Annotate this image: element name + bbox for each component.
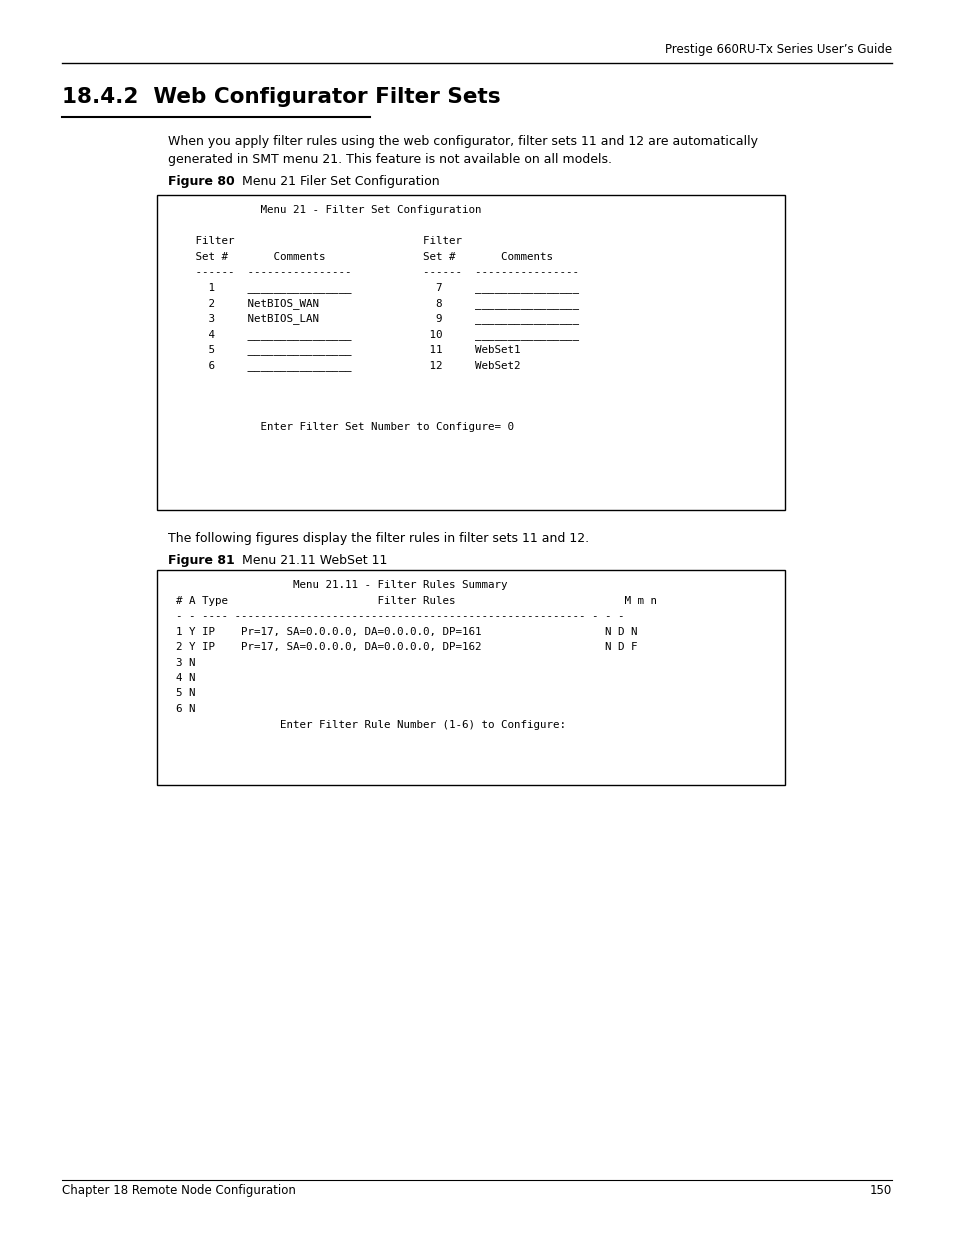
Text: 4     ________________            10     ________________: 4 ________________ 10 ________________ xyxy=(163,329,578,340)
Text: 5 N: 5 N xyxy=(163,688,195,699)
Text: Menu 21 - Filter Set Configuration: Menu 21 - Filter Set Configuration xyxy=(163,205,481,215)
FancyBboxPatch shape xyxy=(157,571,784,785)
Text: The following figures display the filter rules in filter sets 11 and 12.: The following figures display the filter… xyxy=(168,532,589,545)
Text: 3 N: 3 N xyxy=(163,657,195,667)
Text: 3     NetBIOS_LAN                  9     ________________: 3 NetBIOS_LAN 9 ________________ xyxy=(163,314,578,325)
Text: Menu 21.11 WebSet 11: Menu 21.11 WebSet 11 xyxy=(230,555,387,567)
Text: When you apply filter rules using the web configurator, filter sets 11 and 12 ar: When you apply filter rules using the we… xyxy=(168,135,758,148)
Text: 4 N: 4 N xyxy=(163,673,195,683)
Text: 18.4.2  Web Configurator Filter Sets: 18.4.2 Web Configurator Filter Sets xyxy=(62,86,500,107)
Text: 6     ________________            12     WebSet2: 6 ________________ 12 WebSet2 xyxy=(163,359,520,370)
Text: Filter                             Filter: Filter Filter xyxy=(163,236,461,246)
Text: Figure 81: Figure 81 xyxy=(168,555,234,567)
Text: Figure 80: Figure 80 xyxy=(168,175,234,188)
Text: 6 N: 6 N xyxy=(163,704,195,714)
Text: Enter Filter Rule Number (1-6) to Configure:: Enter Filter Rule Number (1-6) to Config… xyxy=(163,720,565,730)
FancyBboxPatch shape xyxy=(157,195,784,510)
Text: Enter Filter Set Number to Configure= 0: Enter Filter Set Number to Configure= 0 xyxy=(163,422,514,432)
Text: 1 Y IP    Pr=17, SA=0.0.0.0, DA=0.0.0.0, DP=161                   N D N: 1 Y IP Pr=17, SA=0.0.0.0, DA=0.0.0.0, DP… xyxy=(163,626,637,636)
Text: Menu 21 Filer Set Configuration: Menu 21 Filer Set Configuration xyxy=(230,175,439,188)
Text: Chapter 18 Remote Node Configuration: Chapter 18 Remote Node Configuration xyxy=(62,1184,295,1197)
Text: Prestige 660RU-Tx Series User’s Guide: Prestige 660RU-Tx Series User’s Guide xyxy=(664,43,891,56)
Text: 2 Y IP    Pr=17, SA=0.0.0.0, DA=0.0.0.0, DP=162                   N D F: 2 Y IP Pr=17, SA=0.0.0.0, DA=0.0.0.0, DP… xyxy=(163,642,637,652)
Text: generated in SMT menu 21. This feature is not available on all models.: generated in SMT menu 21. This feature i… xyxy=(168,153,612,165)
Text: ------  ----------------           ------  ----------------: ------ ---------------- ------ ---------… xyxy=(163,267,578,277)
Text: 5     ________________            11     WebSet1: 5 ________________ 11 WebSet1 xyxy=(163,345,520,356)
Text: 2     NetBIOS_WAN                  8     ________________: 2 NetBIOS_WAN 8 ________________ xyxy=(163,298,578,309)
Text: - - ---- ------------------------------------------------------ - - -: - - ---- -------------------------------… xyxy=(163,611,624,621)
Text: # A Type                       Filter Rules                          M m n: # A Type Filter Rules M m n xyxy=(163,595,657,605)
Text: 150: 150 xyxy=(869,1184,891,1197)
Text: 1     ________________             7     ________________: 1 ________________ 7 ________________ xyxy=(163,283,578,294)
Text: Menu 21.11 - Filter Rules Summary: Menu 21.11 - Filter Rules Summary xyxy=(163,580,507,590)
Text: Set #       Comments               Set #       Comments: Set # Comments Set # Comments xyxy=(163,252,553,262)
